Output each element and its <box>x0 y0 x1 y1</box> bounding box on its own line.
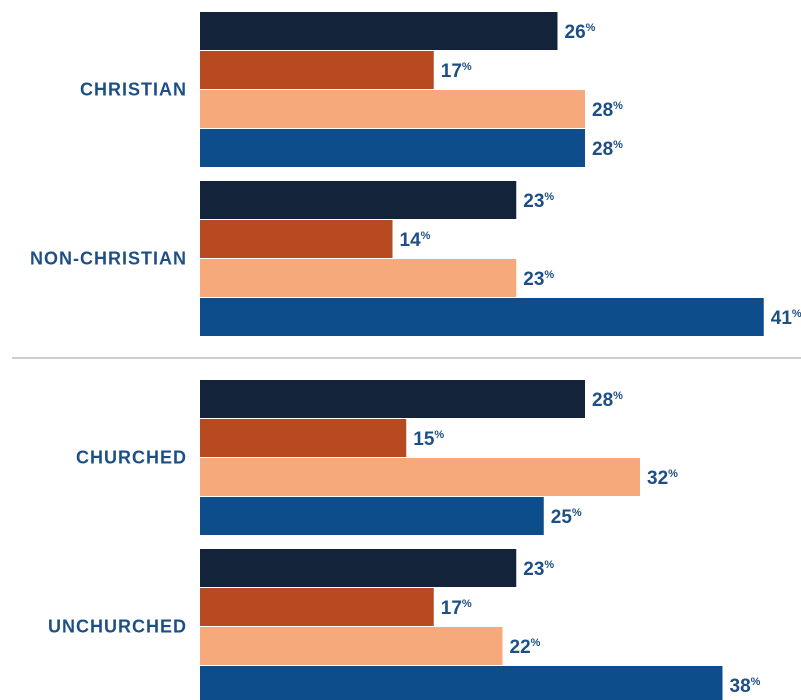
value-label-christian-s2: 17% <box>441 61 472 82</box>
bar-christian-s1 <box>200 12 558 50</box>
bar-churched-s4 <box>200 497 544 535</box>
bar-unchurched-s3 <box>200 627 503 665</box>
value-label-christian-s1: 26% <box>565 22 596 43</box>
bar-non-christian-s2 <box>200 220 393 258</box>
bar-churched-s1 <box>200 380 585 418</box>
value-label-unchurched-s2: 17% <box>441 598 472 619</box>
bar-non-christian-s3 <box>200 259 517 297</box>
bar-christian-s2 <box>200 51 434 89</box>
value-label-non-christian-s4: 41% <box>771 308 801 329</box>
value-label-unchurched-s1: 23% <box>523 559 554 580</box>
bars-layer <box>200 12 764 700</box>
bar-churched-s3 <box>200 458 640 496</box>
value-label-unchurched-s3: 22% <box>510 637 541 658</box>
value-label-non-christian-s1: 23% <box>523 191 554 212</box>
value-label-christian-s3: 28% <box>592 100 623 121</box>
bar-churched-s2 <box>200 419 407 457</box>
bar-unchurched-s4 <box>200 666 723 700</box>
labels-layer: CHRISTIAN 26% 17% 28% 28% NON-CHRISTIAN 23% 14%… <box>30 22 801 697</box>
category-label-churched: CHURCHED <box>76 448 187 468</box>
value-label-non-christian-s3: 23% <box>523 269 554 290</box>
bar-unchurched-s1 <box>200 549 517 587</box>
value-label-unchurched-s4: 38% <box>730 676 761 697</box>
value-label-churched-s1: 28% <box>592 390 623 411</box>
value-label-christian-s4: 28% <box>592 139 623 160</box>
bar-christian-s3 <box>200 90 585 128</box>
value-label-churched-s2: 15% <box>413 429 444 450</box>
value-label-churched-s3: 32% <box>647 468 678 489</box>
category-label-christian: CHRISTIAN <box>80 80 187 100</box>
value-label-churched-s4: 25% <box>551 507 582 528</box>
bar-unchurched-s2 <box>200 588 434 626</box>
bar-non-christian-s1 <box>200 181 517 219</box>
bar-non-christian-s4 <box>200 298 764 336</box>
bar-christian-s4 <box>200 129 585 167</box>
category-label-unchurched: UNCHURCHED <box>48 617 187 637</box>
category-label-non-christian: NON-CHRISTIAN <box>30 249 187 269</box>
value-label-non-christian-s2: 14% <box>400 230 431 251</box>
